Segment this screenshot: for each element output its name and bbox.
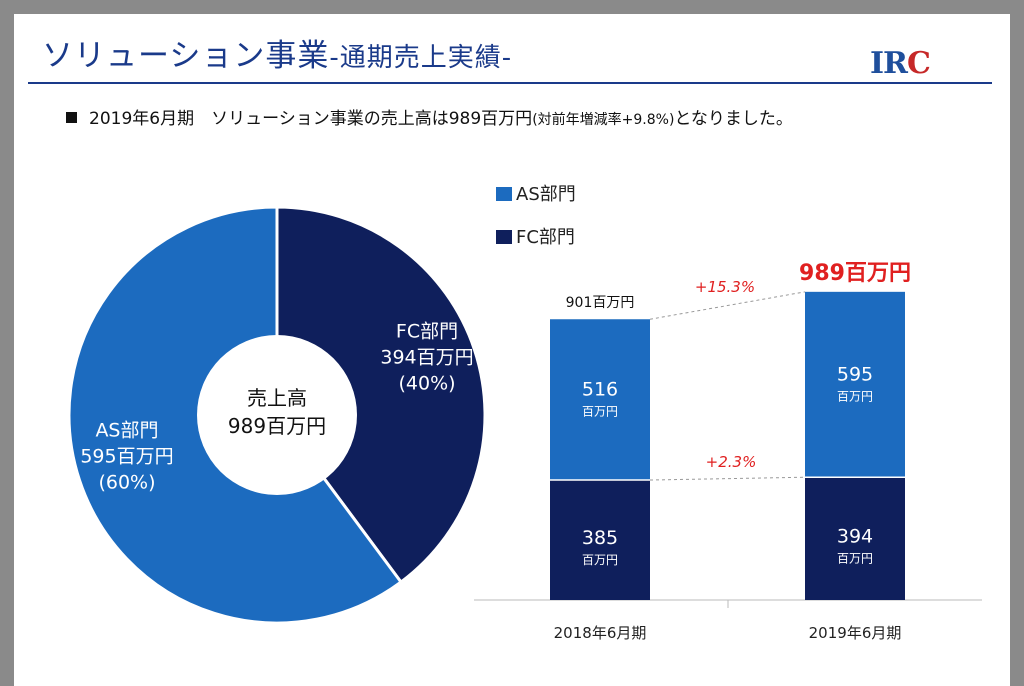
legend-swatch-as: [496, 187, 512, 201]
pie-slice-fc: [275, 205, 487, 585]
bar-value-as-2: 595: [837, 364, 873, 386]
bar-unit-fc-2: 百万円: [837, 552, 873, 566]
bar-unit-as-2: 百万円: [837, 390, 873, 404]
bar-value-as-1: 516: [582, 379, 618, 401]
bar-unit-fc-1: 百万円: [582, 553, 618, 567]
legend-item-fc: FC部門: [496, 223, 575, 249]
title-rule: [28, 82, 992, 84]
bar-value-fc-2: 394: [837, 526, 873, 548]
bar-as-2: [805, 291, 905, 478]
pie-label-share-as: (60%): [98, 472, 155, 494]
x-tick-label-2: 2019年6月期: [809, 624, 902, 642]
donut-center-title: 売上高: [247, 386, 307, 410]
bullet-icon: [66, 112, 77, 123]
bar-unit-as-1: 百万円: [582, 405, 618, 419]
pie-label-amount-as: 595百万円: [80, 446, 173, 468]
donut-hole: [197, 335, 357, 495]
pie-label-name-fc: FC部門: [396, 320, 458, 342]
growth-label-as: +15.3%: [695, 278, 755, 296]
page-title: ソリューション事業-通期売上実績-: [42, 38, 513, 74]
x-tick-label-1: 2018年6月期: [554, 624, 647, 642]
headline-paren: (対前年増減率+9.8%): [532, 112, 675, 128]
bar-fc-2: [805, 477, 905, 600]
legend-item-as: AS部門: [496, 180, 576, 206]
company-logo: IRC: [870, 46, 931, 81]
bar-value-fc-1: 385: [582, 527, 618, 549]
bar-total-2: 989百万円: [799, 261, 911, 286]
growth-line-fc: [649, 476, 806, 481]
pie-label-amount-fc: 394百万円: [380, 346, 473, 368]
pie-label-share-fc: (40%): [398, 372, 455, 394]
growth-label-fc: +2.3%: [706, 453, 757, 471]
legend-swatch-fc: [496, 230, 512, 244]
donut-center-value: 989百万円: [228, 414, 326, 438]
page-title-sub: -通期売上実績-: [329, 43, 513, 73]
bar-fc-1: [550, 480, 650, 600]
pie-label-name-as: AS部門: [95, 420, 158, 442]
bar-total-1: 901百万円: [566, 295, 635, 311]
growth-line-as: [649, 291, 806, 320]
headline: 2019年6月期 ソリューション事業の売上高は989百万円(対前年増減率+9.8…: [66, 104, 793, 129]
headline-tail: となりました。: [674, 109, 793, 129]
headline-main: 2019年6月期 ソリューション事業の売上高は989百万円: [89, 109, 533, 129]
bar-as-1: [550, 319, 650, 481]
